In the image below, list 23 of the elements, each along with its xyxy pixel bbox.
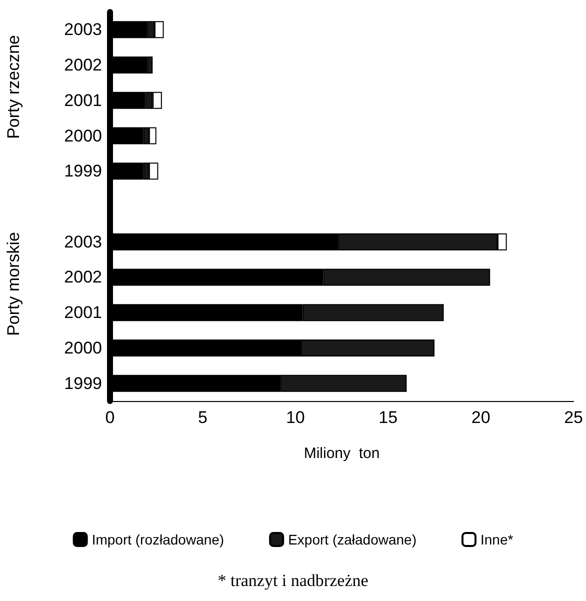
- x-tick-label: 25: [564, 408, 584, 427]
- y-tick-label: 2003: [64, 232, 102, 252]
- x-axis-title: Miliony ton: [304, 445, 380, 462]
- x-tick-label: 0: [105, 408, 115, 427]
- y-tick-label: 2001: [64, 90, 102, 110]
- x-tick-label: 20: [471, 408, 490, 427]
- y-tick-label: 2002: [64, 268, 102, 287]
- y-tick-label: 2002: [64, 56, 102, 75]
- text: Porty morskie: [4, 232, 23, 336]
- x-tick-label: 10: [286, 408, 305, 427]
- x-tick-label: 5: [198, 408, 208, 427]
- x-tick-label: 15: [378, 408, 398, 427]
- legend-label: Export (załadowane): [288, 532, 416, 548]
- text: Porty rzeczne: [4, 34, 23, 139]
- y-tick-label: 2001: [64, 303, 102, 322]
- legend-label: Import (rozładowane): [92, 532, 224, 548]
- text: * tranzyt i nadbrzeżne: [218, 571, 368, 590]
- y-tick-label: 2003: [64, 20, 102, 40]
- y-tick-label: 1999: [64, 162, 102, 181]
- legend-label: Inne*: [480, 532, 514, 548]
- y-tick-label: 1999: [64, 374, 102, 393]
- y-tick-label: 2000: [64, 126, 102, 146]
- y-tick-label: 2000: [64, 338, 102, 358]
